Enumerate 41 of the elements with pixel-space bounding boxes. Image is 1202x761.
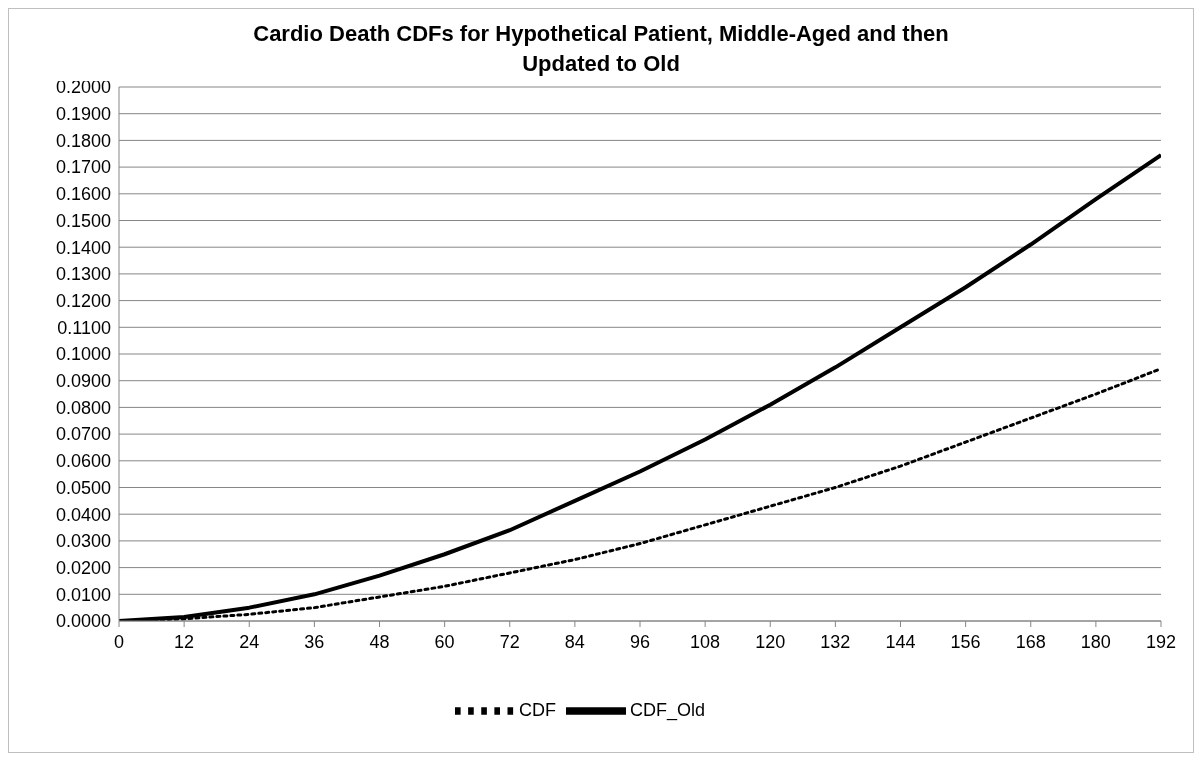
x-tick-label: 72	[499, 631, 520, 652]
x-tick-label: 84	[564, 631, 585, 652]
y-tick-label: 0.0300	[55, 531, 111, 552]
x-tick-label: 60	[434, 631, 455, 652]
x-tick-label: 96	[629, 631, 651, 652]
x-tick-label: 108	[690, 631, 721, 652]
y-tick-label: 0.0600	[55, 451, 111, 472]
x-tick-label: 24	[239, 631, 260, 652]
y-tick-label: 0.1300	[55, 264, 111, 285]
y-tick-label: 0.1500	[55, 210, 111, 231]
y-tick-label: 0.1100	[57, 317, 111, 338]
y-tick-label: 0.0400	[55, 504, 111, 525]
y-tick-label: 0.1900	[55, 104, 111, 125]
x-tick-label: 132	[820, 631, 851, 652]
x-tick-label: 156	[950, 631, 981, 652]
y-tick-label: 0.1800	[55, 130, 111, 151]
chart-title: Cardio Death CDFs for Hypothetical Patient, Middle-Aged and then Updated to Old	[253, 21, 949, 76]
x-tick-label: 12	[174, 631, 195, 652]
y-tick-label: 0.0900	[55, 371, 111, 392]
y-tick-label: 0.2000	[55, 77, 111, 98]
y-tick-label: 0.1200	[55, 290, 111, 311]
legend-label: CDF	[518, 699, 556, 720]
x-tick-label: 0	[113, 631, 125, 652]
x-tick-label: 36	[304, 631, 325, 652]
x-tick-label: 180	[1080, 631, 1111, 652]
y-tick-label: 0.0500	[55, 477, 111, 498]
legend-label: CDF_Old	[629, 699, 705, 720]
y-tick-label: 0.0000	[55, 611, 111, 632]
x-tick-label: 168	[1015, 631, 1046, 652]
y-tick-label: 0.1400	[55, 237, 111, 258]
y-tick-label: 0.1000	[55, 344, 111, 365]
x-tick-label: 48	[369, 631, 390, 652]
x-tick-label: 144	[885, 631, 916, 652]
y-tick-label: 0.0700	[55, 424, 111, 445]
x-tick-label: 192	[1145, 631, 1177, 652]
y-tick-label: 0.1700	[55, 157, 111, 178]
y-tick-label: 0.0800	[55, 397, 111, 418]
y-tick-label: 0.1600	[55, 184, 111, 205]
x-tick-label: 120	[755, 631, 786, 652]
y-tick-label: 0.0200	[55, 557, 111, 578]
y-tick-label: 0.0100	[55, 584, 111, 605]
